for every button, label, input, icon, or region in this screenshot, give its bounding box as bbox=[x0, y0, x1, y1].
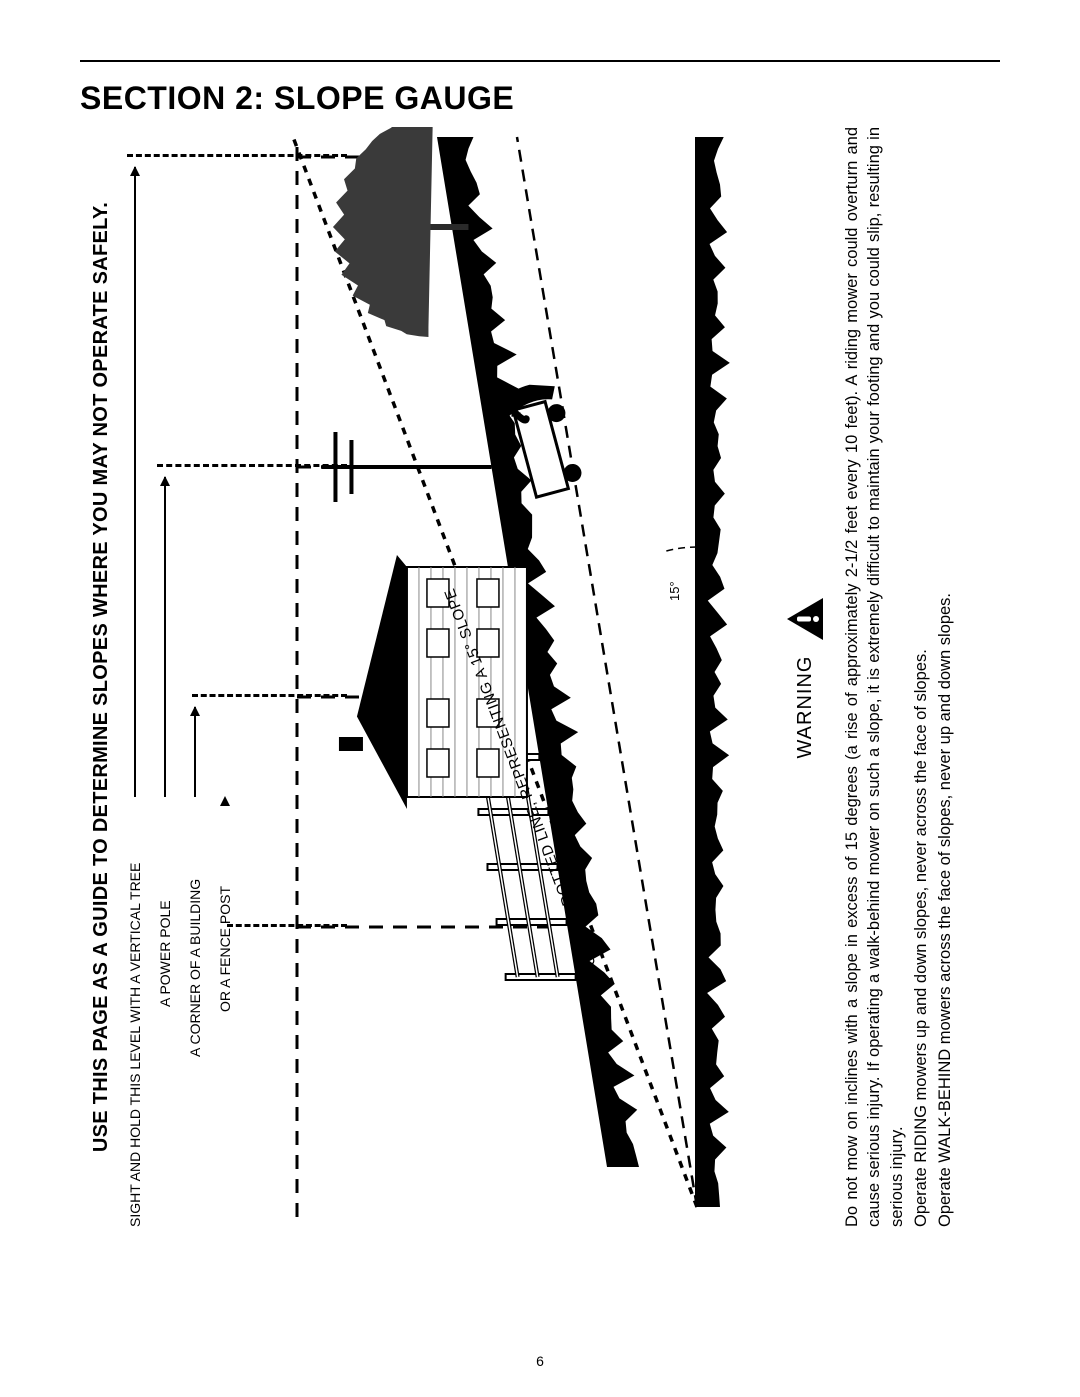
warning-title-text: WARNING bbox=[794, 656, 817, 759]
sight-row: SIGHT AND HOLD THIS LEVEL WITH A VERTICA… bbox=[127, 167, 143, 1227]
sight-arrow bbox=[164, 477, 166, 797]
sight-row: A POWER POLE bbox=[157, 477, 173, 1007]
warning-paragraph: Operate RIDING mowers up and down slopes… bbox=[910, 127, 932, 1227]
angle-label: 15° bbox=[667, 581, 682, 601]
warning-title-row: WARNING bbox=[785, 596, 825, 759]
top-rule bbox=[80, 60, 1000, 62]
sight-arrow bbox=[134, 167, 136, 797]
warning-paragraphs: Do not mow on inclines with a slope in e… bbox=[841, 127, 956, 1227]
sight-lines-block: SIGHT AND HOLD THIS LEVEL WITH A VERTICA… bbox=[127, 127, 277, 1227]
section-title: SECTION 2: SLOPE GAUGE bbox=[80, 80, 1000, 117]
slope-diagram: FOLD ON DOTTED LINE, REPRESENTING A 15° … bbox=[287, 127, 757, 1227]
warning-paragraph: Operate WALK-BEHIND mowers across the fa… bbox=[934, 127, 956, 1227]
sight-arrow bbox=[194, 707, 196, 797]
sight-row: OR A FENCE POST bbox=[217, 797, 233, 1012]
rotated-page: USE THIS PAGE AS A GUIDE TO DETERMINE SL… bbox=[90, 127, 990, 1227]
sight-row: A CORNER OF A BUILDING bbox=[187, 707, 203, 1057]
warning-paragraph: Do not mow on inclines with a slope in e… bbox=[841, 127, 908, 1227]
sight-label: OR A FENCE POST bbox=[217, 797, 233, 1012]
sight-label: A CORNER OF A BUILDING bbox=[187, 797, 203, 1057]
page-number: 6 bbox=[536, 1353, 544, 1369]
warning-icon bbox=[785, 596, 825, 642]
content-area: USE THIS PAGE AS A GUIDE TO DETERMINE SL… bbox=[80, 127, 1000, 1227]
main-instruction: USE THIS PAGE AS A GUIDE TO DETERMINE SL… bbox=[90, 127, 113, 1227]
diagram-svg bbox=[287, 127, 757, 1227]
sight-label: A POWER POLE bbox=[157, 797, 173, 1007]
warning-block: WARNING Do not mow on inclines with a sl… bbox=[785, 127, 956, 1227]
sight-label: SIGHT AND HOLD THIS LEVEL WITH A VERTICA… bbox=[127, 797, 143, 1227]
